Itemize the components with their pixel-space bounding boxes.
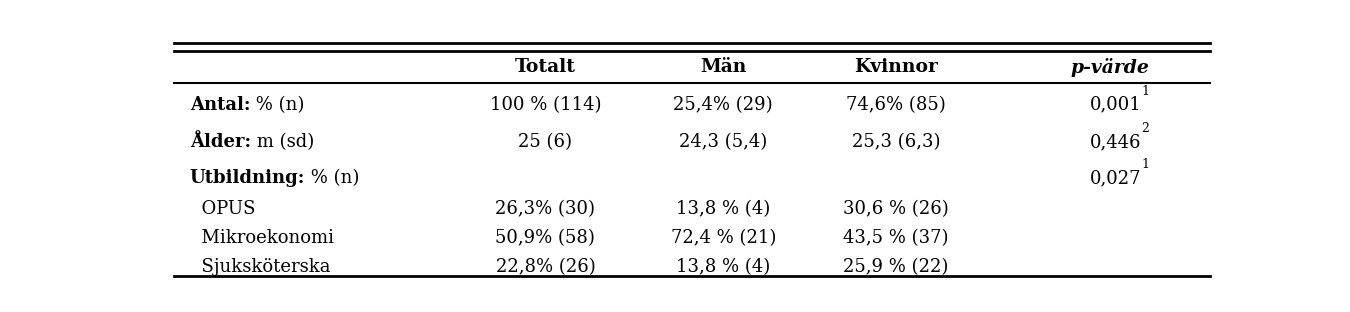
Text: Sjuksköterska: Sjuksköterska [189, 258, 331, 276]
Text: 1: 1 [1141, 85, 1149, 98]
Text: 22,8% (26): 22,8% (26) [495, 258, 595, 276]
Text: Män: Män [701, 58, 747, 76]
Text: 72,4 % (21): 72,4 % (21) [671, 229, 776, 247]
Text: 25,3 (6,3): 25,3 (6,3) [852, 133, 940, 151]
Text: 0,027: 0,027 [1089, 169, 1141, 187]
Text: 24,3 (5,4): 24,3 (5,4) [679, 133, 767, 151]
Text: Antal:: Antal: [189, 96, 250, 114]
Text: 2: 2 [1141, 122, 1149, 135]
Text: 13,8 % (4): 13,8 % (4) [676, 258, 771, 276]
Text: Totalt: Totalt [514, 58, 576, 76]
Text: Mikroekonomi: Mikroekonomi [189, 229, 333, 247]
Text: Kvinnor: Kvinnor [855, 58, 938, 76]
Text: % (n): % (n) [250, 96, 305, 114]
Text: 25,4% (29): 25,4% (29) [674, 96, 774, 114]
Text: m (sd): m (sd) [251, 133, 315, 151]
Text: % (n): % (n) [305, 169, 359, 187]
Text: 100 % (114): 100 % (114) [490, 96, 601, 114]
Text: p-värde: p-värde [1071, 58, 1150, 77]
Text: Utbildning:: Utbildning: [189, 169, 305, 187]
Text: 30,6 % (26): 30,6 % (26) [842, 200, 949, 218]
Text: OPUS: OPUS [189, 200, 255, 218]
Text: 50,9% (58): 50,9% (58) [495, 229, 595, 247]
Text: 43,5 % (37): 43,5 % (37) [844, 229, 949, 247]
Text: 26,3% (30): 26,3% (30) [495, 200, 595, 218]
Text: 1: 1 [1141, 158, 1149, 171]
Text: 74,6% (85): 74,6% (85) [846, 96, 946, 114]
Text: 0,446: 0,446 [1089, 133, 1141, 151]
Text: 0,001: 0,001 [1089, 96, 1141, 114]
Text: 25 (6): 25 (6) [518, 133, 572, 151]
Text: 13,8 % (4): 13,8 % (4) [676, 200, 771, 218]
Text: 25,9 % (22): 25,9 % (22) [844, 258, 949, 276]
Text: Ålder:: Ålder: [189, 133, 251, 151]
